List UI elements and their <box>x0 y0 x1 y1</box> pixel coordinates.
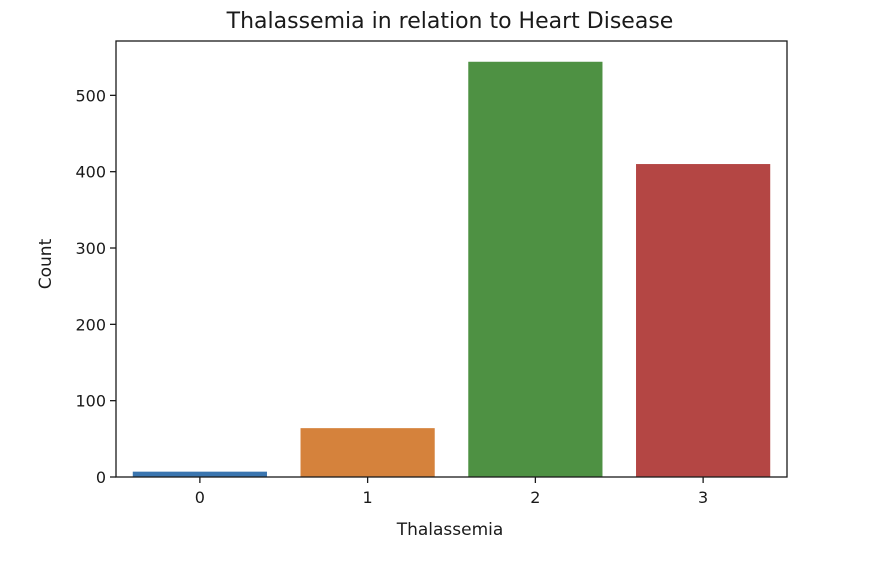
bar-0 <box>132 471 267 477</box>
y-tick-label: 100 <box>75 392 106 411</box>
x-axis-ticks: 0 1 2 3 <box>195 477 708 507</box>
x-tick-label: 2 <box>530 488 540 507</box>
x-tick-label: 1 <box>363 488 373 507</box>
y-tick-label: 500 <box>75 86 106 105</box>
x-axis-label: Thalassemia <box>396 520 504 540</box>
y-tick-label: 200 <box>75 315 106 334</box>
y-tick-label: 400 <box>75 163 106 182</box>
bar-3 <box>636 164 771 478</box>
x-tick-label: 0 <box>195 488 205 507</box>
bars-group <box>132 61 771 478</box>
y-axis-label: Count <box>36 238 56 289</box>
plot-frame <box>115 40 788 478</box>
y-tick-label: 300 <box>75 239 106 258</box>
x-tick-label: 3 <box>698 488 708 507</box>
chart-title: Thalassemia in relation to Heart Disease <box>226 9 674 34</box>
bar-1 <box>300 428 435 477</box>
bar-2 <box>468 61 603 478</box>
y-tick-label: 0 <box>96 468 106 487</box>
y-axis-ticks: 0 100 200 300 400 500 <box>75 86 116 487</box>
